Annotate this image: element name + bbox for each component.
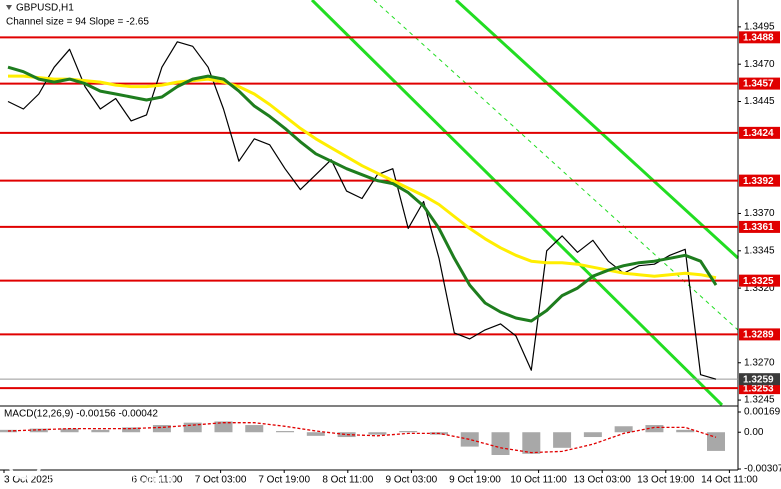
macd-bar [491, 432, 510, 455]
x-tick-label: 7 Oct 19:00 [258, 475, 310, 486]
watermark-brand: instaforex [46, 442, 180, 473]
macd-bar [91, 429, 110, 433]
macd-bar [214, 421, 233, 433]
level-label-box [739, 274, 780, 287]
price-line [7, 41, 717, 380]
x-tick-label: 9 Oct 19:00 [449, 475, 501, 486]
moving-average [8, 74, 717, 280]
y-tick-label: 0.00 [744, 427, 764, 438]
macd-bar [676, 429, 695, 433]
channel-lower [310, 0, 724, 407]
x-tick-label: 6 Oct 11:00 [132, 475, 183, 486]
macd-bar [368, 432, 387, 435]
level-label: 1.3289 [743, 330, 774, 341]
level-label: 1.3457 [743, 79, 774, 90]
y-tick-label: 1.3495 [744, 22, 775, 33]
level-label: 1.3488 [743, 32, 774, 43]
y-tick-label: 1.3445 [744, 96, 775, 107]
moving-average [7, 65, 718, 323]
channel-upper [454, 0, 740, 260]
macd-bar [306, 432, 325, 436]
y-tick-label: 1.3270 [744, 357, 775, 368]
level-label-box [739, 174, 780, 187]
macd-bar [553, 432, 572, 448]
watermark: instaforex Instant Forex Trading [7, 442, 180, 487]
y-tick-label: 0.00169 [744, 407, 781, 418]
macd-bar [399, 431, 418, 433]
y-tick-label: 1.3320 [744, 283, 775, 294]
x-tick-label: 3 Oct 2025 [4, 475, 53, 486]
macd-bar [245, 425, 264, 433]
watermark-tagline: Instant Forex Trading [48, 473, 174, 487]
macd-bar [583, 432, 602, 438]
macd-bar [152, 425, 171, 433]
macd-bar [614, 426, 633, 433]
y-tick-label: 1.3345 [744, 245, 775, 256]
level-label-box [739, 31, 780, 44]
level-label-box [739, 220, 780, 233]
macd-bar [60, 428, 79, 433]
last-price-label: 1.3259 [743, 374, 774, 385]
x-tick-label: 8 Oct 11:00 [322, 475, 373, 486]
y-tick-label: 1.3245 [744, 395, 775, 406]
macd-bar [337, 432, 356, 438]
watermark-logo-mark [14, 451, 38, 469]
macd-bar [276, 431, 295, 433]
level-label-box [739, 77, 780, 90]
last-price-box [739, 373, 780, 386]
chart-title: GBPUSD,H1 [16, 3, 74, 14]
x-tick-label: 7 Oct 03:00 [195, 475, 247, 486]
macd-bar [707, 432, 725, 451]
level-label: 1.3361 [743, 222, 774, 233]
macd-bar [122, 427, 141, 433]
macd-bar [522, 432, 541, 454]
level-label: 1.3392 [743, 176, 774, 187]
y-tick-label: -0.00307 [744, 464, 781, 475]
level-label-box [739, 328, 780, 341]
level-label: 1.3253 [743, 383, 774, 394]
level-label: 1.3424 [743, 128, 774, 139]
macd-bar [183, 422, 202, 433]
watermark-logo [7, 444, 43, 480]
signal-line [7, 422, 717, 454]
level-label: 1.3325 [743, 276, 774, 287]
y-tick-label: 1.3370 [744, 208, 775, 219]
symbol-icon [6, 5, 12, 10]
x-tick-label: 9 Oct 03:00 [386, 475, 438, 486]
x-tick-label: 10 Oct 11:00 [510, 475, 567, 486]
chart-subtitle: Channel size = 94 Slope = -2.65 [6, 17, 149, 28]
level-label-box [739, 126, 780, 139]
macd-bar [460, 432, 479, 447]
macd-bar [645, 425, 664, 433]
y-tick-label: 1.3470 [744, 59, 775, 70]
x-tick-label: 14 Oct 11:00 [701, 475, 758, 486]
macd-title: MACD(12,26,9) -0.00156 -0.00042 [4, 409, 158, 420]
x-tick-label: 13 Oct 03:00 [574, 475, 632, 486]
x-tick-label: 13 Oct 19:00 [637, 475, 695, 486]
